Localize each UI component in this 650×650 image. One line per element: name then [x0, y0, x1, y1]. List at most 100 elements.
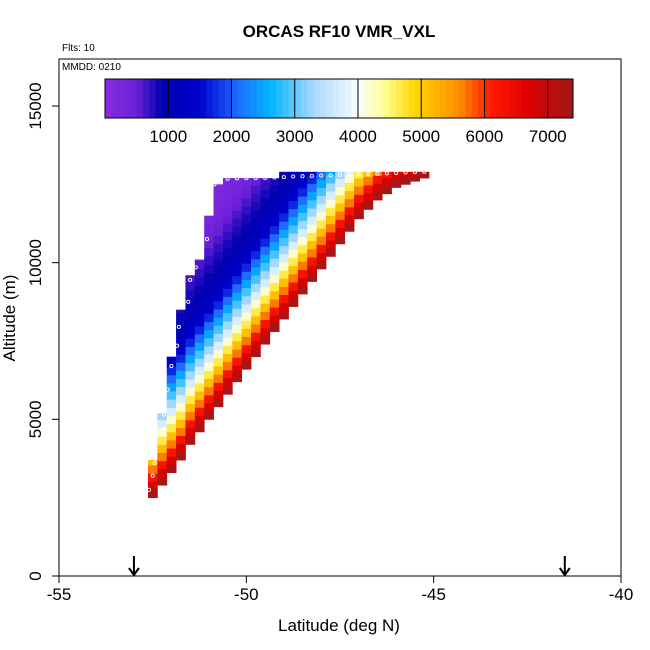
heatmap-cell	[194, 366, 205, 376]
heatmap-cell	[222, 198, 233, 208]
heatmap-cell	[269, 323, 280, 332]
colorbar-cell	[105, 79, 112, 118]
colorbar-cell	[275, 79, 283, 118]
heatmap-cell	[251, 267, 261, 276]
date-annotation: MMDD: 0210	[62, 62, 121, 73]
heatmap-cell	[344, 223, 355, 232]
heatmap-cell	[251, 340, 261, 349]
flight-track-point	[244, 176, 249, 181]
heatmap-cell	[204, 329, 214, 339]
colorbar-cell	[117, 79, 125, 118]
heatmap-cell	[307, 183, 317, 193]
heatmap-cell	[251, 332, 261, 341]
heatmap-cell	[222, 272, 233, 281]
heatmap-cell	[325, 215, 336, 225]
heatmap-cell	[354, 194, 364, 203]
heatmap-cell	[307, 224, 317, 233]
heatmap-cell	[194, 325, 205, 335]
heatmap-cell	[344, 215, 355, 224]
heatmap-cell	[204, 313, 214, 322]
colorbar-cell	[288, 79, 296, 118]
heatmap-cell	[213, 260, 224, 269]
heatmap-cell	[176, 309, 186, 314]
heatmap-cell	[325, 231, 336, 241]
heatmap-cell	[279, 196, 289, 206]
heatmap-cell	[241, 312, 252, 321]
heatmap-cell	[157, 444, 168, 453]
colorbar-cell	[560, 79, 568, 118]
flight-track-point	[253, 176, 258, 181]
heatmap-cell	[176, 337, 186, 347]
colorbar-cell	[263, 79, 270, 118]
heatmap-cell	[307, 248, 317, 258]
heatmap-cell	[251, 250, 261, 260]
heatmap-cell	[260, 270, 271, 280]
heatmap-cell	[213, 349, 224, 359]
heatmap-cell	[213, 292, 224, 302]
heatmap-cell	[297, 269, 308, 279]
x-tick-label: -50	[234, 585, 259, 604]
colorbar-cell	[357, 79, 365, 118]
heatmap-cell	[279, 205, 289, 214]
heatmap-cell	[232, 332, 243, 342]
heatmap-cell	[354, 186, 364, 195]
heatmap-cell	[185, 346, 196, 356]
heatmap-cell	[269, 266, 280, 275]
heatmap-cell	[344, 182, 355, 191]
heatmap-cell	[297, 212, 308, 222]
heatmap-cell	[297, 261, 308, 270]
heatmap-cell	[194, 374, 205, 384]
heatmap-cell	[232, 267, 243, 277]
colorbar-cell	[370, 79, 378, 118]
heatmap-cell	[194, 342, 205, 351]
heatmap-cell	[204, 386, 214, 396]
heatmap-cell	[222, 345, 233, 354]
flight-track-point	[193, 265, 198, 270]
colorbar-tick-label: 7000	[529, 127, 567, 146]
heatmap-cell	[232, 259, 243, 269]
heatmap-cell	[213, 341, 224, 351]
heatmap-cell	[325, 199, 336, 208]
heatmap-cell	[269, 209, 280, 218]
heatmap-cell	[185, 362, 196, 372]
heatmap-cell	[166, 407, 177, 416]
heatmap-cell	[241, 181, 252, 191]
colorbar-cell	[554, 79, 561, 118]
colorbar-cell	[522, 79, 530, 118]
heatmap-cell	[204, 256, 214, 265]
heatmap-cell	[241, 198, 252, 207]
heatmap-cell	[213, 243, 224, 253]
vmr-field	[147, 171, 430, 499]
heatmap-cell	[185, 338, 196, 348]
heatmap-cell	[335, 171, 346, 180]
heatmap-cell	[260, 197, 271, 207]
colorbar-cell	[206, 79, 213, 118]
heatmap-cell	[241, 255, 252, 264]
heatmap-cell	[194, 259, 205, 262]
heatmap-cell	[288, 176, 299, 185]
heatmap-cell	[316, 179, 327, 188]
colorbar-cell	[256, 79, 264, 118]
heatmap-cell	[157, 476, 168, 486]
colorbar-cell	[237, 79, 245, 118]
heatmap-cell	[251, 275, 261, 284]
colorbar-cell	[351, 79, 359, 118]
colorbar-cell	[212, 79, 220, 118]
heatmap-cell	[241, 344, 252, 354]
colorbar-cell	[503, 79, 511, 118]
colorbar-cell	[497, 79, 504, 118]
colorbar-cell	[269, 79, 277, 118]
heatmap-cell	[204, 288, 214, 298]
heatmap-cell	[307, 257, 317, 266]
heatmap-cell	[251, 299, 261, 309]
heatmap-cell	[325, 240, 336, 249]
colorbar-cell	[193, 79, 201, 118]
heatmap-cell	[279, 237, 289, 247]
heatmap-cell	[222, 312, 233, 322]
heatmap-cell	[176, 329, 186, 339]
heatmap-cell	[279, 245, 289, 255]
heatmap-cell	[316, 195, 327, 205]
heatmap-cell	[260, 181, 271, 190]
heatmap-cell	[269, 315, 280, 324]
flight-track-point	[394, 170, 399, 176]
